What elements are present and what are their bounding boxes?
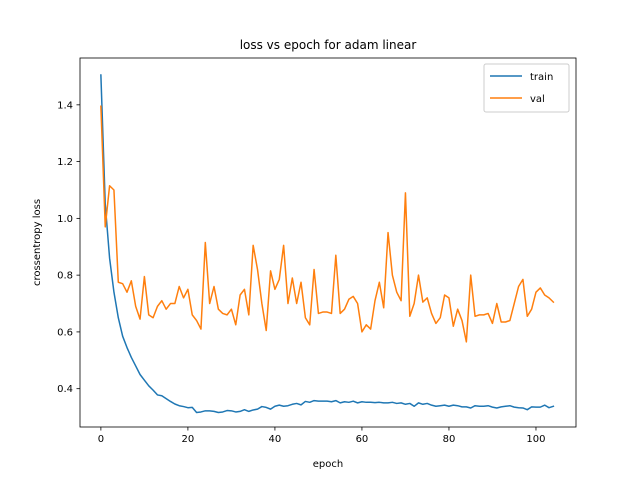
series-layer xyxy=(100,74,555,414)
x-axis: 0 20 40 60 80 100 xyxy=(98,427,546,445)
legend-train-label: train xyxy=(530,72,553,83)
series-line-train xyxy=(100,74,555,414)
x-tick-label: 80 xyxy=(443,434,456,445)
x-tick-label: 20 xyxy=(182,434,195,445)
x-axis-label: epoch xyxy=(313,459,343,470)
chart-title: loss vs epoch for adam linear xyxy=(240,38,417,52)
y-tick-label: 0.6 xyxy=(57,327,73,338)
x-tick-label: 0 xyxy=(98,434,104,445)
series-line-val xyxy=(100,105,555,343)
legend: train val xyxy=(483,63,570,113)
y-tick-label: 0.4 xyxy=(57,384,73,395)
y-axis-label: crossentropy loss xyxy=(32,199,43,286)
y-tick-label: 1.0 xyxy=(57,214,73,225)
legend-box xyxy=(483,63,570,113)
y-tick-label: 0.8 xyxy=(57,271,73,282)
legend-val-label: val xyxy=(530,94,545,105)
plot-frame xyxy=(79,57,577,428)
y-axis: 0.4 0.6 0.8 1.0 1.2 1.4 xyxy=(57,100,80,395)
x-tick-label: 100 xyxy=(526,434,545,445)
y-tick-label: 1.4 xyxy=(57,100,73,111)
x-tick-label: 60 xyxy=(356,434,369,445)
x-tick-label: 40 xyxy=(269,434,282,445)
y-tick-label: 1.2 xyxy=(57,157,73,168)
